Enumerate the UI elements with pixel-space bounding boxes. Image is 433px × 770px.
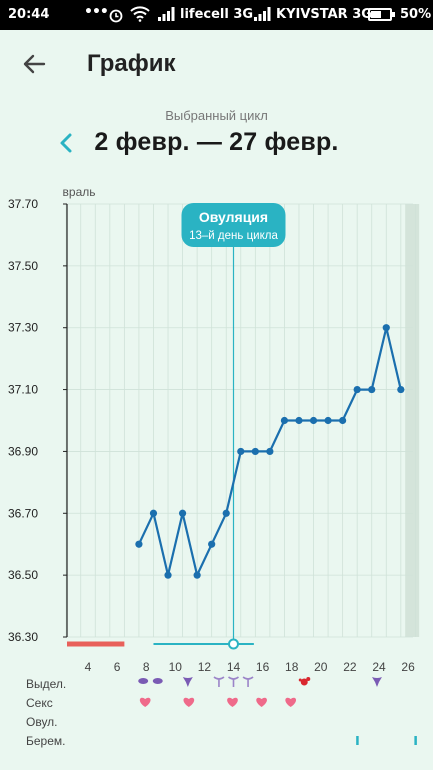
page-title: График bbox=[87, 50, 176, 77]
x-tick-label: 24 bbox=[372, 660, 386, 674]
today-highlight bbox=[405, 204, 420, 637]
battery-icon bbox=[368, 8, 395, 21]
x-tick-label: 20 bbox=[314, 660, 328, 674]
back-button[interactable] bbox=[14, 46, 54, 82]
status-bar: 20:44 ••• lifecell 3G KYIVSTAR 3G 50% bbox=[0, 0, 433, 30]
y-tick-label: 36.90 bbox=[8, 444, 38, 458]
alarm-icon bbox=[108, 7, 124, 27]
temperature-point bbox=[295, 416, 303, 425]
y-tick-label: 37.10 bbox=[8, 383, 38, 397]
x-tick-label: 4 bbox=[85, 660, 92, 674]
x-tick-label: 10 bbox=[169, 660, 183, 674]
cycle-range: 2 февр. — 27 февр. bbox=[94, 128, 339, 156]
operator-1-label: lifecell 3G bbox=[180, 7, 254, 22]
chart-area: 37.70 37.50 37.30 37.10 36.90 36.70 36.50 36.30… bbox=[0, 180, 433, 770]
temperature-point bbox=[149, 509, 158, 517]
x-tick-label: 16 bbox=[256, 660, 270, 674]
x-tick-label: 14 bbox=[227, 660, 241, 674]
temperature-point bbox=[339, 416, 347, 425]
pregnancy-test-icon bbox=[356, 736, 359, 745]
pregnancy-test-icon bbox=[414, 736, 417, 745]
temperature-point bbox=[309, 416, 318, 425]
wifi-icon bbox=[130, 6, 150, 26]
temperature-point bbox=[193, 571, 201, 579]
app-bar: График bbox=[0, 30, 433, 98]
discharge-eggwhite-icon bbox=[242, 676, 254, 687]
previous-cycle-button[interactable] bbox=[52, 128, 82, 158]
temperature-point bbox=[208, 540, 216, 548]
signal-icon-1 bbox=[157, 6, 175, 26]
row-label-sex: Секс bbox=[26, 696, 53, 710]
discharge-drop-icon bbox=[372, 677, 382, 687]
y-tick-label: 36.70 bbox=[8, 506, 38, 520]
x-tick-label: 8 bbox=[143, 660, 150, 674]
arrow-left-icon bbox=[23, 54, 46, 74]
cycle-caption: Выбранный цикл bbox=[165, 108, 268, 123]
temperature-point bbox=[251, 447, 259, 456]
y-tick-label: 36.50 bbox=[8, 568, 38, 582]
discharge-drop-icon bbox=[182, 677, 193, 687]
status-time: 20:44 bbox=[8, 7, 50, 22]
period-bar bbox=[67, 641, 125, 647]
temperature-point bbox=[382, 324, 390, 332]
temperature-point bbox=[178, 509, 187, 517]
heart-icon bbox=[285, 697, 297, 707]
temperature-point bbox=[368, 385, 376, 394]
temperature-point bbox=[164, 571, 172, 579]
row-label-pregnancy: Берем. bbox=[26, 734, 66, 748]
temperature-point bbox=[280, 416, 289, 425]
temperature-chart[interactable]: 37.70 37.50 37.30 37.10 36.90 36.70 36.50 36.30… bbox=[0, 180, 433, 770]
notification-dots: ••• bbox=[84, 4, 109, 20]
battery-percent: 50% bbox=[400, 7, 432, 22]
operator-2-label: KYIVSTAR 3G bbox=[276, 7, 372, 22]
heart-icon bbox=[227, 697, 238, 707]
ovulation-subtitle: 13–й день цикла bbox=[189, 230, 278, 242]
month-label: февраль bbox=[46, 185, 96, 199]
temperature-point bbox=[266, 447, 274, 456]
discharge-blood-icon bbox=[298, 677, 311, 686]
x-tick-label: 12 bbox=[198, 660, 212, 674]
temperature-point bbox=[324, 416, 332, 425]
temperature-point bbox=[222, 509, 230, 517]
y-tick-label: 36.30 bbox=[8, 630, 38, 644]
temperature-point bbox=[397, 385, 405, 394]
heart-icon bbox=[256, 697, 267, 707]
discharge-creamy-icon bbox=[152, 678, 163, 684]
temperature-point bbox=[135, 540, 143, 548]
ovulation-bubble bbox=[181, 203, 286, 247]
temperature-point bbox=[353, 385, 361, 394]
y-tick-label: 37.30 bbox=[8, 321, 38, 335]
heart-icon bbox=[139, 697, 151, 707]
signal-icon-2 bbox=[253, 6, 271, 26]
y-tick-label: 37.70 bbox=[8, 197, 38, 211]
row-label-discharge: Выдел. bbox=[26, 677, 67, 691]
chevron-left-icon bbox=[60, 133, 72, 153]
discharge-eggwhite-icon bbox=[228, 676, 239, 687]
x-tick-label: 6 bbox=[114, 660, 121, 674]
temperature-point bbox=[237, 447, 245, 456]
ovulation-marker bbox=[228, 638, 239, 650]
y-tick-label: 37.50 bbox=[8, 259, 38, 273]
discharge-creamy-icon bbox=[138, 678, 149, 684]
discharge-eggwhite-icon bbox=[213, 676, 225, 687]
heart-icon bbox=[183, 697, 195, 707]
x-tick-label: 22 bbox=[343, 660, 357, 674]
x-tick-label: 18 bbox=[285, 660, 299, 674]
row-label-ovulation: Овул. bbox=[26, 715, 58, 729]
ovulation-title: Овуляция bbox=[199, 209, 268, 225]
x-tick-label: 26 bbox=[401, 660, 415, 674]
